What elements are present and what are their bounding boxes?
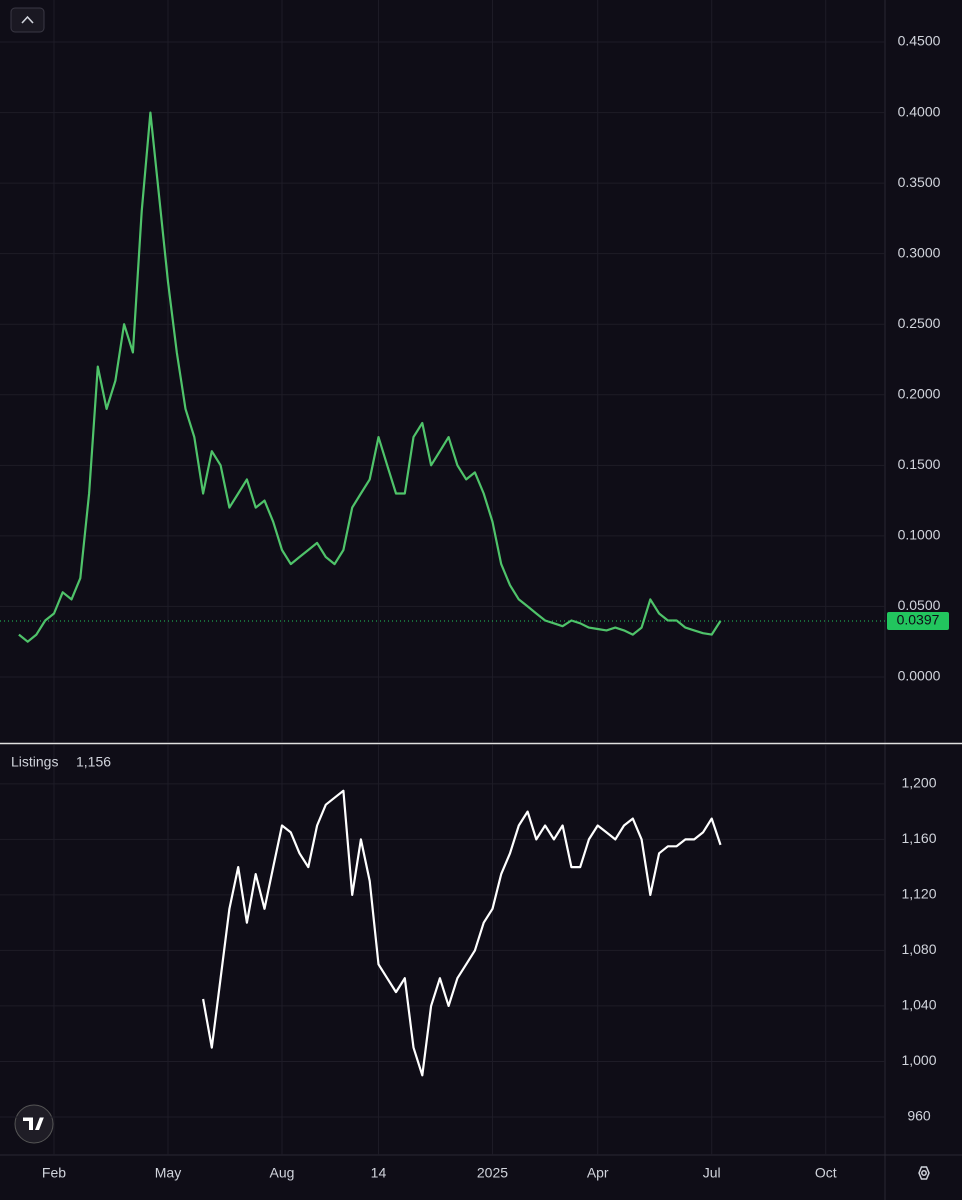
y-tick-label: 960 xyxy=(907,1108,931,1124)
series-line xyxy=(18,111,722,643)
x-tick-label: Apr xyxy=(587,1165,609,1181)
legend-name: Listings xyxy=(11,754,58,770)
y-tick-label: 0.4000 xyxy=(898,103,941,119)
y-tick-label: 1,120 xyxy=(901,886,936,902)
y-tick-label: 0.3500 xyxy=(898,174,941,190)
x-tick-label: 14 xyxy=(371,1165,387,1181)
collapse-button[interactable] xyxy=(10,7,45,33)
y-tick-label: 0.3000 xyxy=(898,244,941,260)
y-tick-label: 0.0000 xyxy=(898,668,941,684)
y-tick-label: 1,040 xyxy=(901,997,936,1013)
y-tick-label: 1,000 xyxy=(901,1052,936,1068)
y-tick-label: 1,200 xyxy=(901,775,936,791)
x-tick-label: 2025 xyxy=(477,1165,508,1181)
x-tick-label: May xyxy=(155,1165,181,1181)
x-tick-label: Jul xyxy=(703,1165,721,1181)
price-badge-label: 0.0397 xyxy=(897,612,940,628)
legend-value: 1,156 xyxy=(76,754,111,770)
settings-icon[interactable] xyxy=(918,1166,930,1180)
y-tick-label: 1,160 xyxy=(901,830,936,846)
y-tick-label: 0.0500 xyxy=(898,597,941,613)
y-tick-label: 0.1500 xyxy=(898,456,941,472)
y-tick-label: 0.2000 xyxy=(898,385,941,401)
y-tick-label: 1,080 xyxy=(901,941,936,957)
x-tick-label: Feb xyxy=(42,1165,66,1181)
price-badge xyxy=(887,611,949,630)
y-tick-label: 0.2500 xyxy=(898,315,941,331)
y-tick-label: 0.4500 xyxy=(898,33,941,49)
y-tick-label: 0.1000 xyxy=(898,527,941,543)
x-tick-label: Oct xyxy=(815,1165,837,1181)
series-line xyxy=(202,789,722,1077)
x-tick-label: Aug xyxy=(270,1165,295,1181)
tradingview-logo[interactable] xyxy=(14,1104,54,1144)
